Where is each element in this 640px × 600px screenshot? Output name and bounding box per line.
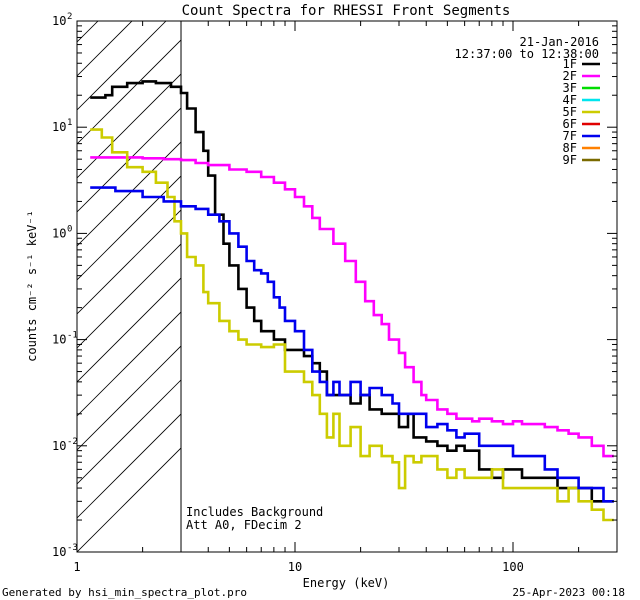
- svg-text:10: 10: [52, 439, 66, 453]
- series-1F: [90, 80, 614, 503]
- axis-ticks: [76, 20, 618, 553]
- svg-text:-1: -1: [67, 331, 78, 341]
- x-tick-label: 100: [502, 560, 524, 574]
- svg-text:10: 10: [52, 14, 66, 28]
- hatch-line: [77, 243, 182, 349]
- y-tick-label: 10 -3: [52, 543, 78, 559]
- svg-text:10: 10: [52, 226, 66, 240]
- chart-title: Count Spectra for RHESSI Front Segments: [182, 3, 511, 19]
- hatch-line: [77, 209, 182, 315]
- series-5F: [90, 128, 614, 522]
- hatch-line: [77, 141, 182, 247]
- hatch-line: [77, 73, 182, 179]
- hatch-line: [77, 107, 182, 213]
- svg-text:1: 1: [67, 118, 72, 128]
- y-tick-label: 10 1: [52, 118, 72, 134]
- date-label: 21-Jan-2016: [520, 35, 599, 49]
- plot-frame: [76, 20, 618, 553]
- legend-label: 1F: [563, 57, 577, 71]
- series-7F: [90, 186, 614, 503]
- x-tick-label: 1: [73, 560, 80, 574]
- svg-text:-2: -2: [67, 437, 78, 447]
- legend-label: 3F: [563, 81, 577, 95]
- legend-label: 8F: [563, 141, 577, 155]
- hatch-line: [77, 379, 182, 485]
- hatch-line: [77, 447, 182, 552]
- svg-text:10: 10: [52, 545, 66, 559]
- legend-label: 5F: [563, 105, 577, 119]
- annotation-attenuator: Att A0, FDecim 2: [186, 518, 302, 532]
- legend-label: 7F: [563, 129, 577, 143]
- svg-text:10: 10: [52, 120, 66, 134]
- hatch-line: [77, 311, 182, 417]
- legend-label: 6F: [563, 117, 577, 131]
- hatch-line: [77, 39, 182, 145]
- time-range-label: 12:37:00 to 12:38:00: [455, 47, 600, 61]
- svg-text:-3: -3: [67, 543, 78, 553]
- x-axis-label: Energy (keV): [303, 576, 390, 590]
- svg-text:10: 10: [52, 333, 66, 347]
- footer-generated-by: Generated by hsi_min_spectra_plot.pro: [2, 586, 247, 599]
- y-axis-label: counts cm⁻² s⁻¹ keV⁻¹: [25, 210, 39, 362]
- legend-label: 4F: [563, 93, 577, 107]
- hatch-line: [77, 175, 182, 281]
- hatch-line: [77, 345, 182, 451]
- legend-label: 9F: [563, 153, 577, 167]
- hatch-line: [77, 277, 182, 383]
- svg-text:2: 2: [67, 12, 72, 22]
- svg-text:0: 0: [67, 224, 72, 234]
- legend-label: 2F: [563, 69, 577, 83]
- series-2F: [90, 156, 614, 458]
- y-tick-label: 10 -1: [52, 331, 78, 347]
- annotation-background: Includes Background: [186, 505, 323, 519]
- footer-timestamp: 25-Apr-2023 00:18: [512, 586, 625, 599]
- x-tick-label: 10: [288, 560, 302, 574]
- hatch-line: [77, 413, 182, 519]
- y-tick-label: 10 2: [52, 12, 72, 28]
- y-tick-label: 10 0: [52, 224, 72, 240]
- y-tick-label: 10 -2: [52, 437, 78, 453]
